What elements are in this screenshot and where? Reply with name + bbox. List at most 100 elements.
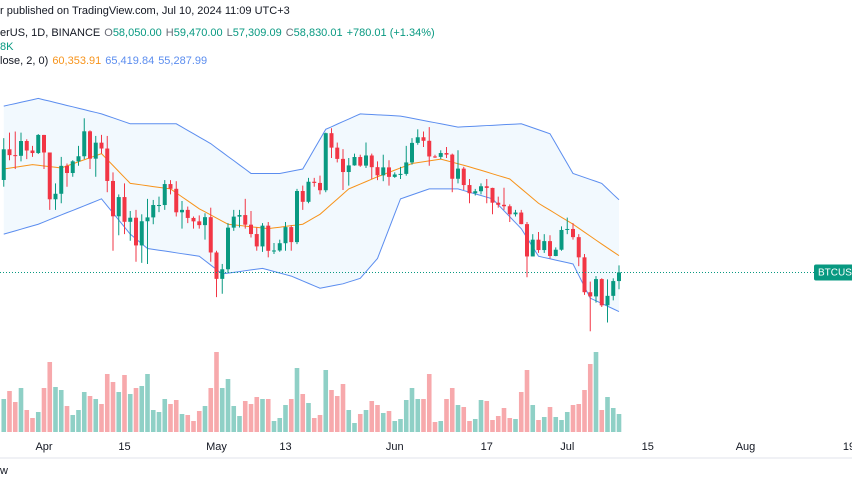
volume-bar	[41, 388, 47, 432]
volume-bar	[375, 405, 380, 432]
candle-body	[157, 205, 161, 207]
candle-body	[456, 168, 460, 179]
candle-body	[99, 142, 104, 149]
candle-body	[289, 227, 294, 243]
candle-body	[323, 133, 328, 191]
band-line	[3, 188, 620, 312]
candle-body	[329, 133, 334, 148]
band-line	[3, 97, 620, 201]
candle-body	[231, 216, 236, 228]
volume-bar	[185, 415, 191, 432]
volume-bar	[559, 420, 564, 432]
candle-body	[42, 134, 46, 153]
volume-bar	[294, 368, 300, 432]
volume-bar	[380, 413, 386, 432]
candle-body	[375, 167, 380, 176]
candle-body	[318, 182, 322, 191]
volume-bar	[173, 400, 179, 432]
volume-bar	[518, 392, 524, 432]
ohlc-value: 57,309.09	[232, 27, 282, 39]
symbol-tag	[814, 264, 852, 281]
candle-body	[582, 257, 587, 293]
volume-bar	[421, 399, 426, 432]
x-tick-label: 17	[481, 441, 493, 453]
candle-body	[1, 149, 6, 180]
x-tick-label: May	[206, 441, 227, 453]
volume-bar	[191, 421, 196, 432]
volume-bar	[225, 379, 231, 432]
candle-body	[444, 153, 449, 155]
candle-body	[24, 141, 29, 151]
volume-bar	[81, 392, 87, 432]
ohlc-label: L	[226, 27, 233, 39]
candle-body	[306, 181, 311, 202]
candle-body	[346, 165, 351, 173]
volume-bar	[415, 399, 421, 432]
volume-bar	[530, 405, 536, 432]
candle-body	[214, 252, 219, 279]
volume-bar	[357, 414, 363, 432]
volume-bar	[133, 388, 139, 432]
candle-body	[513, 212, 518, 215]
volume-bar	[484, 401, 490, 432]
volume-bar	[30, 418, 35, 432]
candle-body	[576, 237, 581, 258]
candle-body	[530, 239, 535, 257]
candle-body	[410, 142, 414, 163]
candle-body	[122, 197, 127, 222]
volume-bar	[507, 418, 513, 432]
volume-bar	[214, 352, 219, 432]
volume-bar	[311, 418, 317, 432]
candle-body	[70, 161, 75, 174]
volume-bar	[564, 412, 570, 432]
candle-body	[358, 157, 363, 166]
volume-bar	[432, 422, 438, 432]
volume-bar	[248, 404, 254, 432]
candle-body	[47, 152, 52, 200]
volume-bar	[438, 421, 444, 432]
candle-body	[398, 173, 403, 175]
candle-body	[254, 234, 259, 247]
candle-body	[128, 217, 133, 222]
volume-bar	[70, 415, 76, 432]
volume-bar	[150, 410, 156, 432]
volume-bar	[490, 420, 495, 432]
volume-bar	[334, 396, 340, 432]
candle-body	[243, 215, 248, 225]
volume-bar	[156, 412, 162, 432]
candle-body	[116, 197, 121, 217]
volume-bar	[202, 406, 208, 432]
volume-bar	[610, 408, 616, 432]
volume-bar	[547, 407, 553, 432]
x-tick-label: 13	[279, 441, 291, 453]
candle-body	[53, 193, 58, 200]
candle-body	[381, 167, 386, 176]
ohlc-value: 58,830.01	[293, 27, 343, 39]
candle-body	[76, 156, 81, 162]
x-tick-label: Aug	[736, 441, 756, 453]
volume-bar	[455, 405, 461, 432]
volume-bar	[501, 408, 507, 432]
volume-bar	[576, 404, 582, 432]
volume-bar	[392, 421, 398, 432]
candle-body	[427, 140, 432, 157]
volume-bar	[587, 364, 593, 432]
candle-body	[599, 279, 604, 306]
volume-bar	[35, 412, 41, 432]
volume-bar	[271, 421, 277, 432]
candle-body	[433, 156, 437, 158]
volume-bar	[478, 400, 484, 432]
volume-bar	[196, 411, 202, 432]
volume-bar	[593, 352, 599, 432]
candle-body	[335, 147, 340, 159]
x-tick-label: 15	[118, 441, 130, 453]
candle-body	[565, 228, 570, 230]
volume-bar	[426, 374, 432, 432]
candle-body	[519, 212, 524, 225]
candle-body	[134, 217, 138, 246]
candle-body	[208, 217, 213, 253]
candle-body	[168, 184, 173, 189]
volume-bar	[47, 362, 53, 432]
symbol: erUS, 1D, BINANCE	[0, 27, 101, 39]
